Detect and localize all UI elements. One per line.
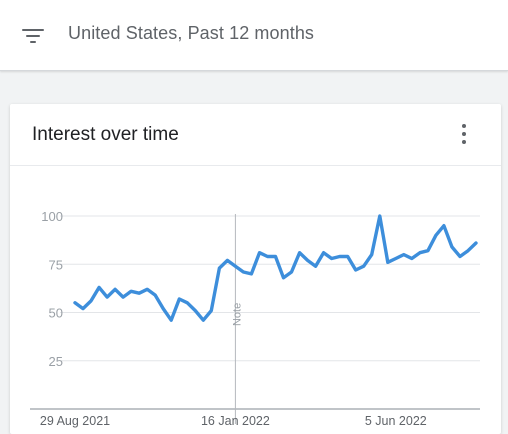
interest-line-chart: 25 50 75 100 Note 29 Aug 2021 16 Jan 2022 5 Jun…	[30, 209, 480, 428]
filter-bar: United States, Past 12 months	[0, 0, 508, 71]
card-title: Interest over time	[32, 124, 179, 145]
series-line	[73, 214, 478, 322]
card-header: Interest over time	[10, 104, 501, 166]
y-tick-label-100: 100	[41, 209, 63, 224]
x-tick-label-1: 16 Jan 2022	[201, 414, 270, 428]
y-tick-label-75: 75	[49, 257, 63, 272]
y-tick-label-25: 25	[49, 354, 63, 369]
x-tick-label-0: 29 Aug 2021	[40, 414, 110, 428]
interest-over-time-card: Interest over time 25 50 75 100 Note 29 Aug 2…	[10, 104, 501, 434]
more-vert-icon[interactable]	[454, 121, 476, 147]
y-tick-label-50: 50	[49, 306, 63, 321]
note-label-0: Note	[231, 303, 243, 326]
x-tick-label-2: 5 Jun 2022	[365, 414, 427, 428]
filter-summary[interactable]: United States, Past 12 months	[68, 23, 315, 43]
filter-list-icon[interactable]	[22, 27, 46, 45]
